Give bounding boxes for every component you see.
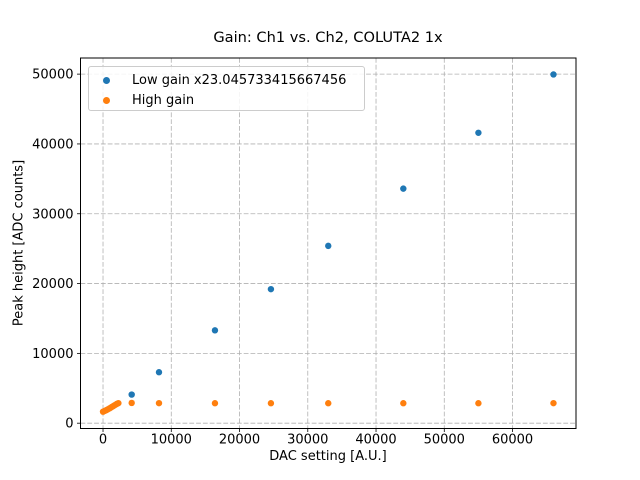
data-point <box>211 327 219 334</box>
data-point <box>155 369 163 376</box>
data-point <box>400 400 407 407</box>
data-point <box>267 285 275 293</box>
low-gain-marker-icon <box>103 76 110 84</box>
chart-title: Gain: Ch1 vs. Ch2, COLUTA2 1x <box>213 29 443 46</box>
legend: Low gain x23.045733415667456 High gain <box>88 66 365 111</box>
y-tick-label: 30000 <box>32 207 73 222</box>
data-point <box>550 71 557 78</box>
data-point <box>128 399 135 407</box>
y-axis-label: Peak height [ADC counts] <box>11 159 27 327</box>
data-point <box>325 242 332 250</box>
x-tick-label: 10000 <box>151 433 192 448</box>
legend-entry-high-gain: High gain <box>89 90 364 110</box>
legend-label-low-gain: Low gain x23.045733415667456 <box>132 72 347 88</box>
data-point <box>155 399 163 407</box>
x-tick-label: 60000 <box>492 433 533 448</box>
x-tick-label: 40000 <box>355 433 396 448</box>
x-tick-label: 30000 <box>287 433 328 448</box>
axes-spines <box>80 57 577 429</box>
legend-entry-low-gain: Low gain x23.045733415667456 <box>89 70 364 90</box>
data-point <box>400 185 407 192</box>
y-tick-label: 50000 <box>32 68 73 83</box>
x-axis-label: DAC setting [A.U.] <box>269 449 387 464</box>
data-point <box>115 399 122 407</box>
data-point <box>475 400 482 407</box>
high-gain-marker-icon <box>103 96 110 104</box>
data-point <box>475 129 482 136</box>
x-tick-label: 20000 <box>219 433 260 448</box>
data-point <box>267 400 275 407</box>
x-tick-label: 50000 <box>424 433 465 448</box>
data-point <box>325 400 332 407</box>
x-tick-label: 0 <box>99 433 107 448</box>
legend-label-high-gain: High gain <box>132 92 195 108</box>
data-point <box>128 391 135 398</box>
y-tick-label: 10000 <box>32 347 73 362</box>
data-point <box>211 400 219 407</box>
y-tick-label: 40000 <box>32 137 73 152</box>
data-point <box>550 399 557 407</box>
y-tick-label: 0 <box>65 417 73 432</box>
y-tick-label: 20000 <box>32 277 73 292</box>
